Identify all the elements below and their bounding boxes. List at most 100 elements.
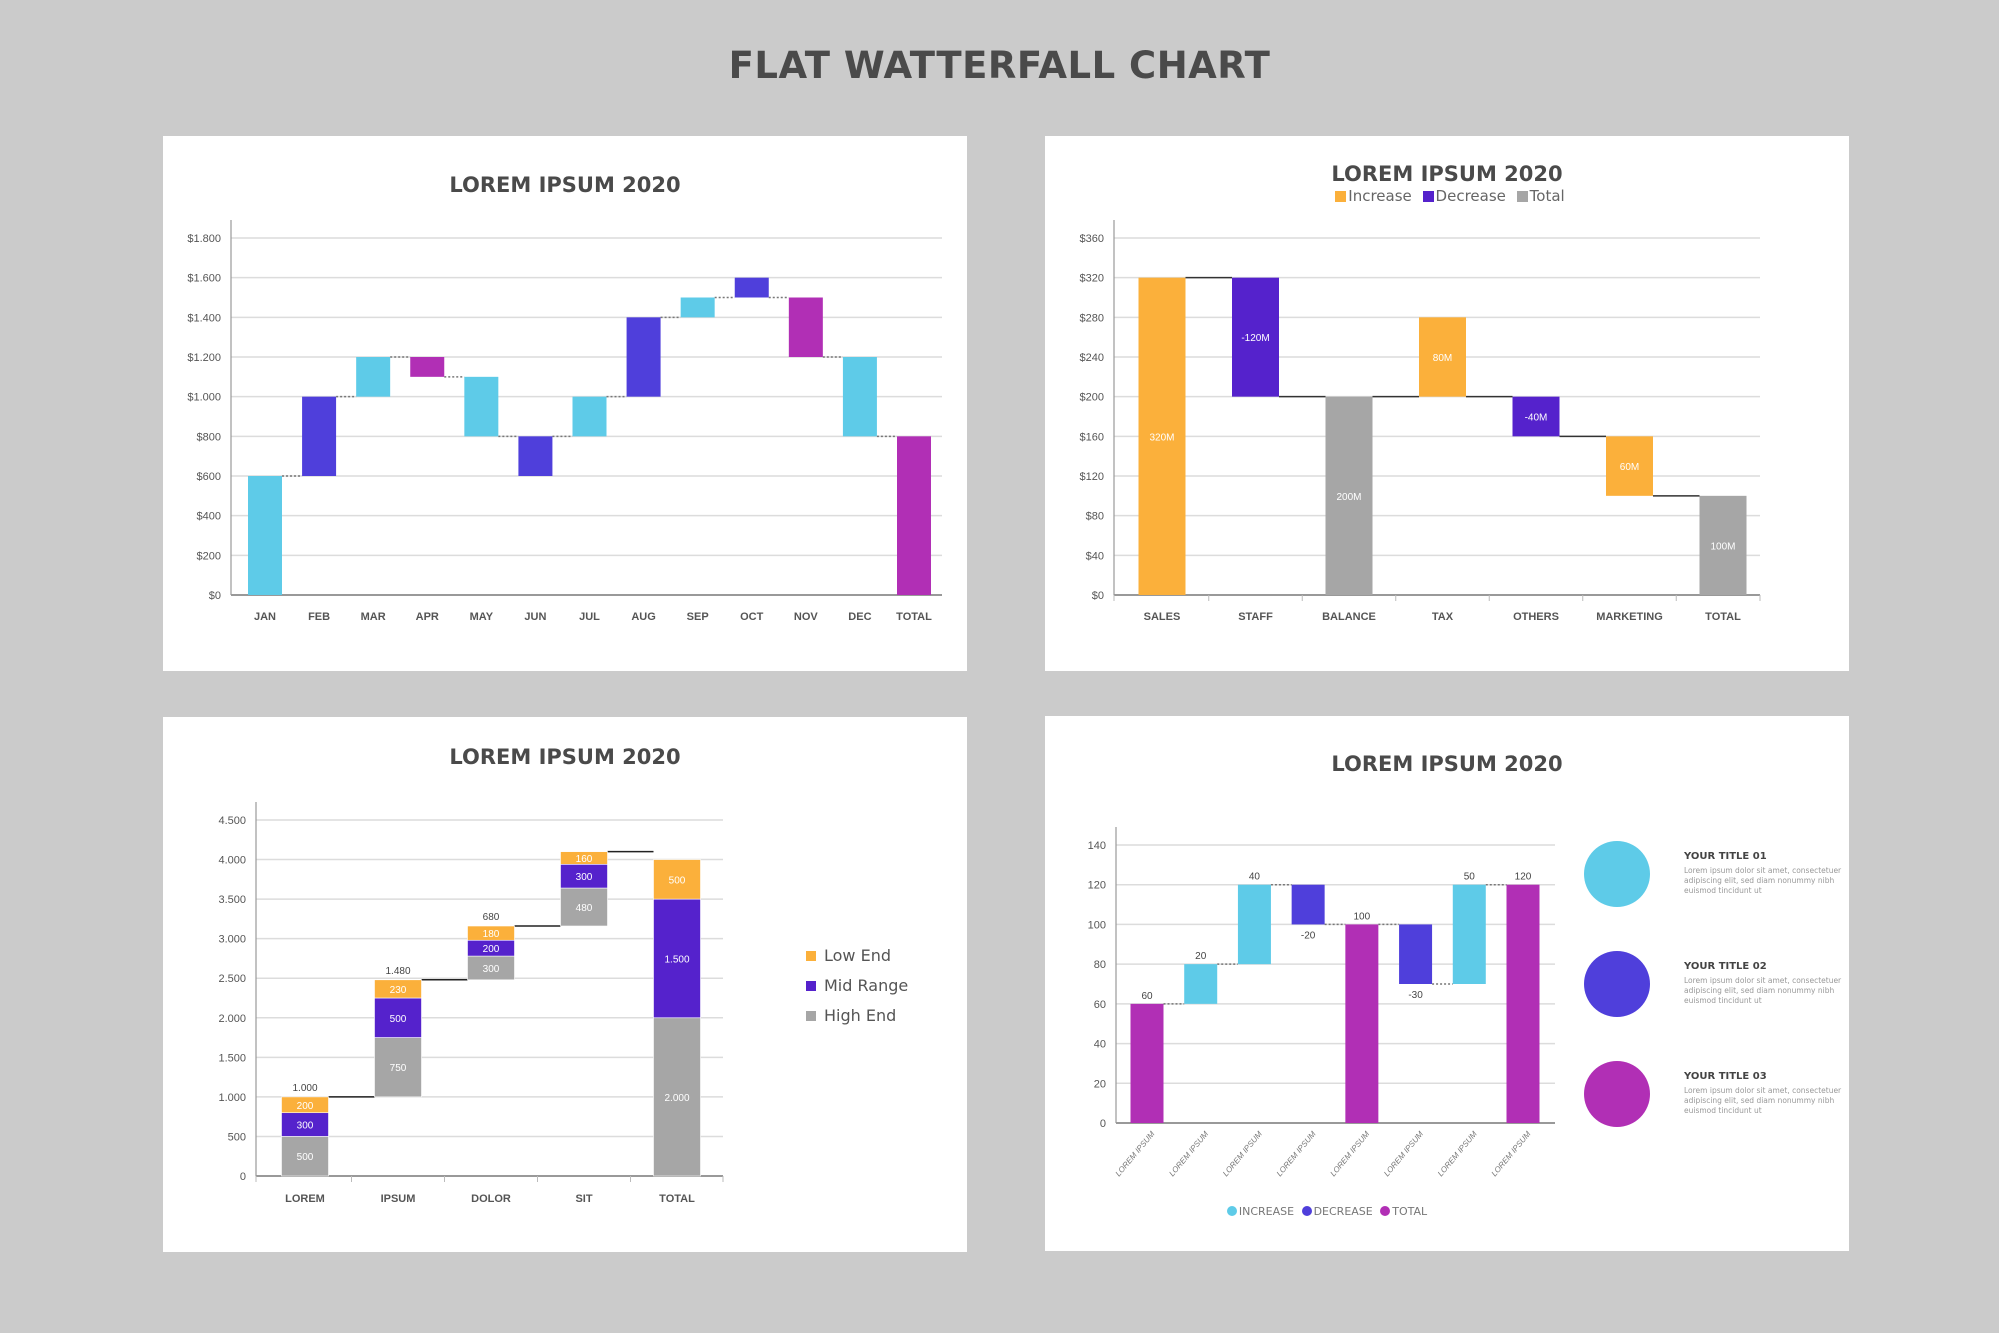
waterfall-bar — [1419, 317, 1466, 397]
legend-dot-increase — [1226, 1206, 1237, 1216]
y-tick-label: 140 — [1088, 840, 1106, 852]
legend-label: DECREASE — [1313, 1205, 1373, 1218]
x-tick-label: SEP — [687, 611, 709, 623]
data-label: -120M — [1241, 333, 1269, 344]
waterfall-bar — [1184, 964, 1218, 1004]
waterfall-bar — [410, 357, 445, 377]
circle-icon — [1584, 951, 1650, 1017]
chart-panel-monthly: LOREM IPSUM 2020 $0 $200 $400 $600 $800 $1.00… — [163, 136, 967, 671]
waterfall-bar — [1325, 396, 1373, 595]
y-tick-label: $1.600 — [187, 273, 221, 285]
page-title: FLAT WATTERFALL CHART — [728, 44, 1271, 87]
x-tick-label: TAX — [1432, 611, 1454, 623]
data-label: -40M — [1525, 413, 1548, 424]
waterfall-bar — [302, 396, 337, 476]
stacked-segment — [653, 898, 701, 1019]
y-tick-label: $320 — [1080, 273, 1104, 285]
x-tick-label: LOREM IPSUM — [1490, 1129, 1533, 1178]
x-tick-label: APR — [416, 611, 439, 623]
segment-label: 300 — [483, 964, 500, 975]
legend-label: Decrease — [1435, 187, 1506, 205]
x-tick-label: DOLOR — [471, 1193, 511, 1205]
y-tick-label: 40 — [1094, 1039, 1106, 1051]
data-label: -30 — [1408, 990, 1423, 1001]
y-tick-label: $40 — [1086, 550, 1104, 562]
y-tick-label: $120 — [1080, 471, 1104, 483]
legend-item-low-end: Low End — [806, 946, 891, 965]
data-label: 60M — [1620, 462, 1639, 473]
segment-label: 200 — [297, 1101, 314, 1112]
y-tick-label: $0 — [209, 590, 221, 602]
waterfall-bar — [734, 277, 769, 298]
circle-icon — [1584, 1061, 1650, 1127]
legend-item-mid-range: Mid Range — [806, 976, 908, 995]
waterfall-bar — [1345, 924, 1379, 1123]
info-title: YOUR TITLE 03 — [1684, 1071, 1767, 1082]
waterfall-chart-monthly: $0 $200 $400 $600 $800 $1.000 $1.200 $1.400 $1.6… — [187, 220, 942, 623]
data-label: 100 — [1354, 911, 1371, 922]
waterfall-bar — [248, 476, 282, 595]
waterfall-bar — [842, 357, 877, 437]
segment-label: 500 — [297, 1152, 314, 1163]
y-tick-label: 60 — [1094, 999, 1106, 1011]
x-tick-label: LOREM IPSUM — [1275, 1129, 1318, 1178]
x-tick-label: LOREM IPSUM — [1328, 1129, 1371, 1178]
info-title: YOUR TITLE 02 — [1684, 961, 1767, 972]
y-tick-label: 2.500 — [218, 973, 246, 985]
x-tick-label: MARKETING — [1596, 611, 1663, 623]
total-label: 680 — [483, 912, 500, 923]
segment-label: 200 — [483, 944, 500, 955]
waterfall-bar — [1399, 924, 1433, 984]
chart-title: LOREM IPSUM 2020 — [1331, 162, 1563, 186]
y-tick-label: $400 — [197, 511, 221, 523]
x-tick-label: STAFF — [1238, 611, 1273, 623]
segment-label: 300 — [297, 1121, 314, 1132]
segment-label: 160 — [576, 854, 593, 865]
x-tick-label: SALES — [1144, 611, 1181, 623]
x-tick-label: LOREM IPSUM — [1114, 1129, 1157, 1178]
x-tick-label: LOREM IPSUM — [1221, 1129, 1264, 1178]
waterfall-chart-sales: $0 $40 $80 $120 $160 $200 $240 $280 $320 $360 SALE… — [1080, 220, 1761, 623]
x-tick-label: OCT — [740, 611, 764, 623]
x-tick-label: JAN — [254, 611, 276, 623]
segment-label: 1.500 — [664, 954, 689, 965]
data-label: 80M — [1433, 353, 1452, 364]
y-tick-label: 3.500 — [218, 894, 246, 906]
waterfall-bar — [464, 376, 499, 437]
x-tick-label: TOTAL — [659, 1193, 695, 1205]
x-tick-label: MAY — [470, 611, 494, 623]
legend-swatch — [806, 1011, 816, 1021]
x-tick-label: JUL — [579, 611, 600, 623]
y-tick-label: 500 — [228, 1131, 246, 1143]
legend-swatch — [806, 951, 816, 961]
legend-swatch-decrease — [1422, 191, 1434, 202]
info-text: Lorem ipsum dolor sit amet, consectetuer… — [1684, 866, 1842, 895]
waterfall-bar — [1506, 884, 1540, 1123]
data-label: 100M — [1710, 541, 1735, 552]
waterfall-bar — [1130, 1003, 1164, 1123]
segment-label: 500 — [390, 1014, 407, 1025]
legend-label: Increase — [1348, 187, 1412, 205]
stacked-segment — [560, 851, 608, 865]
x-tick-label: SIT — [575, 1193, 592, 1205]
stacked-segment — [281, 1096, 329, 1114]
waterfall-bar — [518, 436, 553, 476]
legend-label: Low End — [824, 946, 891, 965]
x-tick-label: LOREM IPSUM — [1167, 1129, 1210, 1178]
y-tick-label: 20 — [1094, 1078, 1106, 1090]
data-label: -20 — [1301, 930, 1316, 941]
waterfall-bar — [1291, 884, 1325, 925]
stacked-waterfall-chart: 0 500 1.000 1.500 2.000 2.500 3.000 3.500 4.000 4… — [218, 802, 724, 1205]
segment-label: 230 — [390, 985, 407, 996]
stacked-segment — [374, 1037, 422, 1098]
segment-label: 500 — [669, 875, 686, 886]
info-title: YOUR TITLE 01 — [1684, 851, 1767, 862]
y-tick-label: $0 — [1092, 590, 1104, 602]
y-tick-label: $1.800 — [187, 233, 221, 245]
chart-legend: Increase Decrease Total — [1045, 187, 1849, 205]
data-label: 60 — [1141, 991, 1153, 1002]
x-tick-label: JUN — [524, 611, 546, 623]
x-tick-label: TOTAL — [896, 611, 932, 623]
legend-dot-decrease — [1301, 1206, 1312, 1216]
